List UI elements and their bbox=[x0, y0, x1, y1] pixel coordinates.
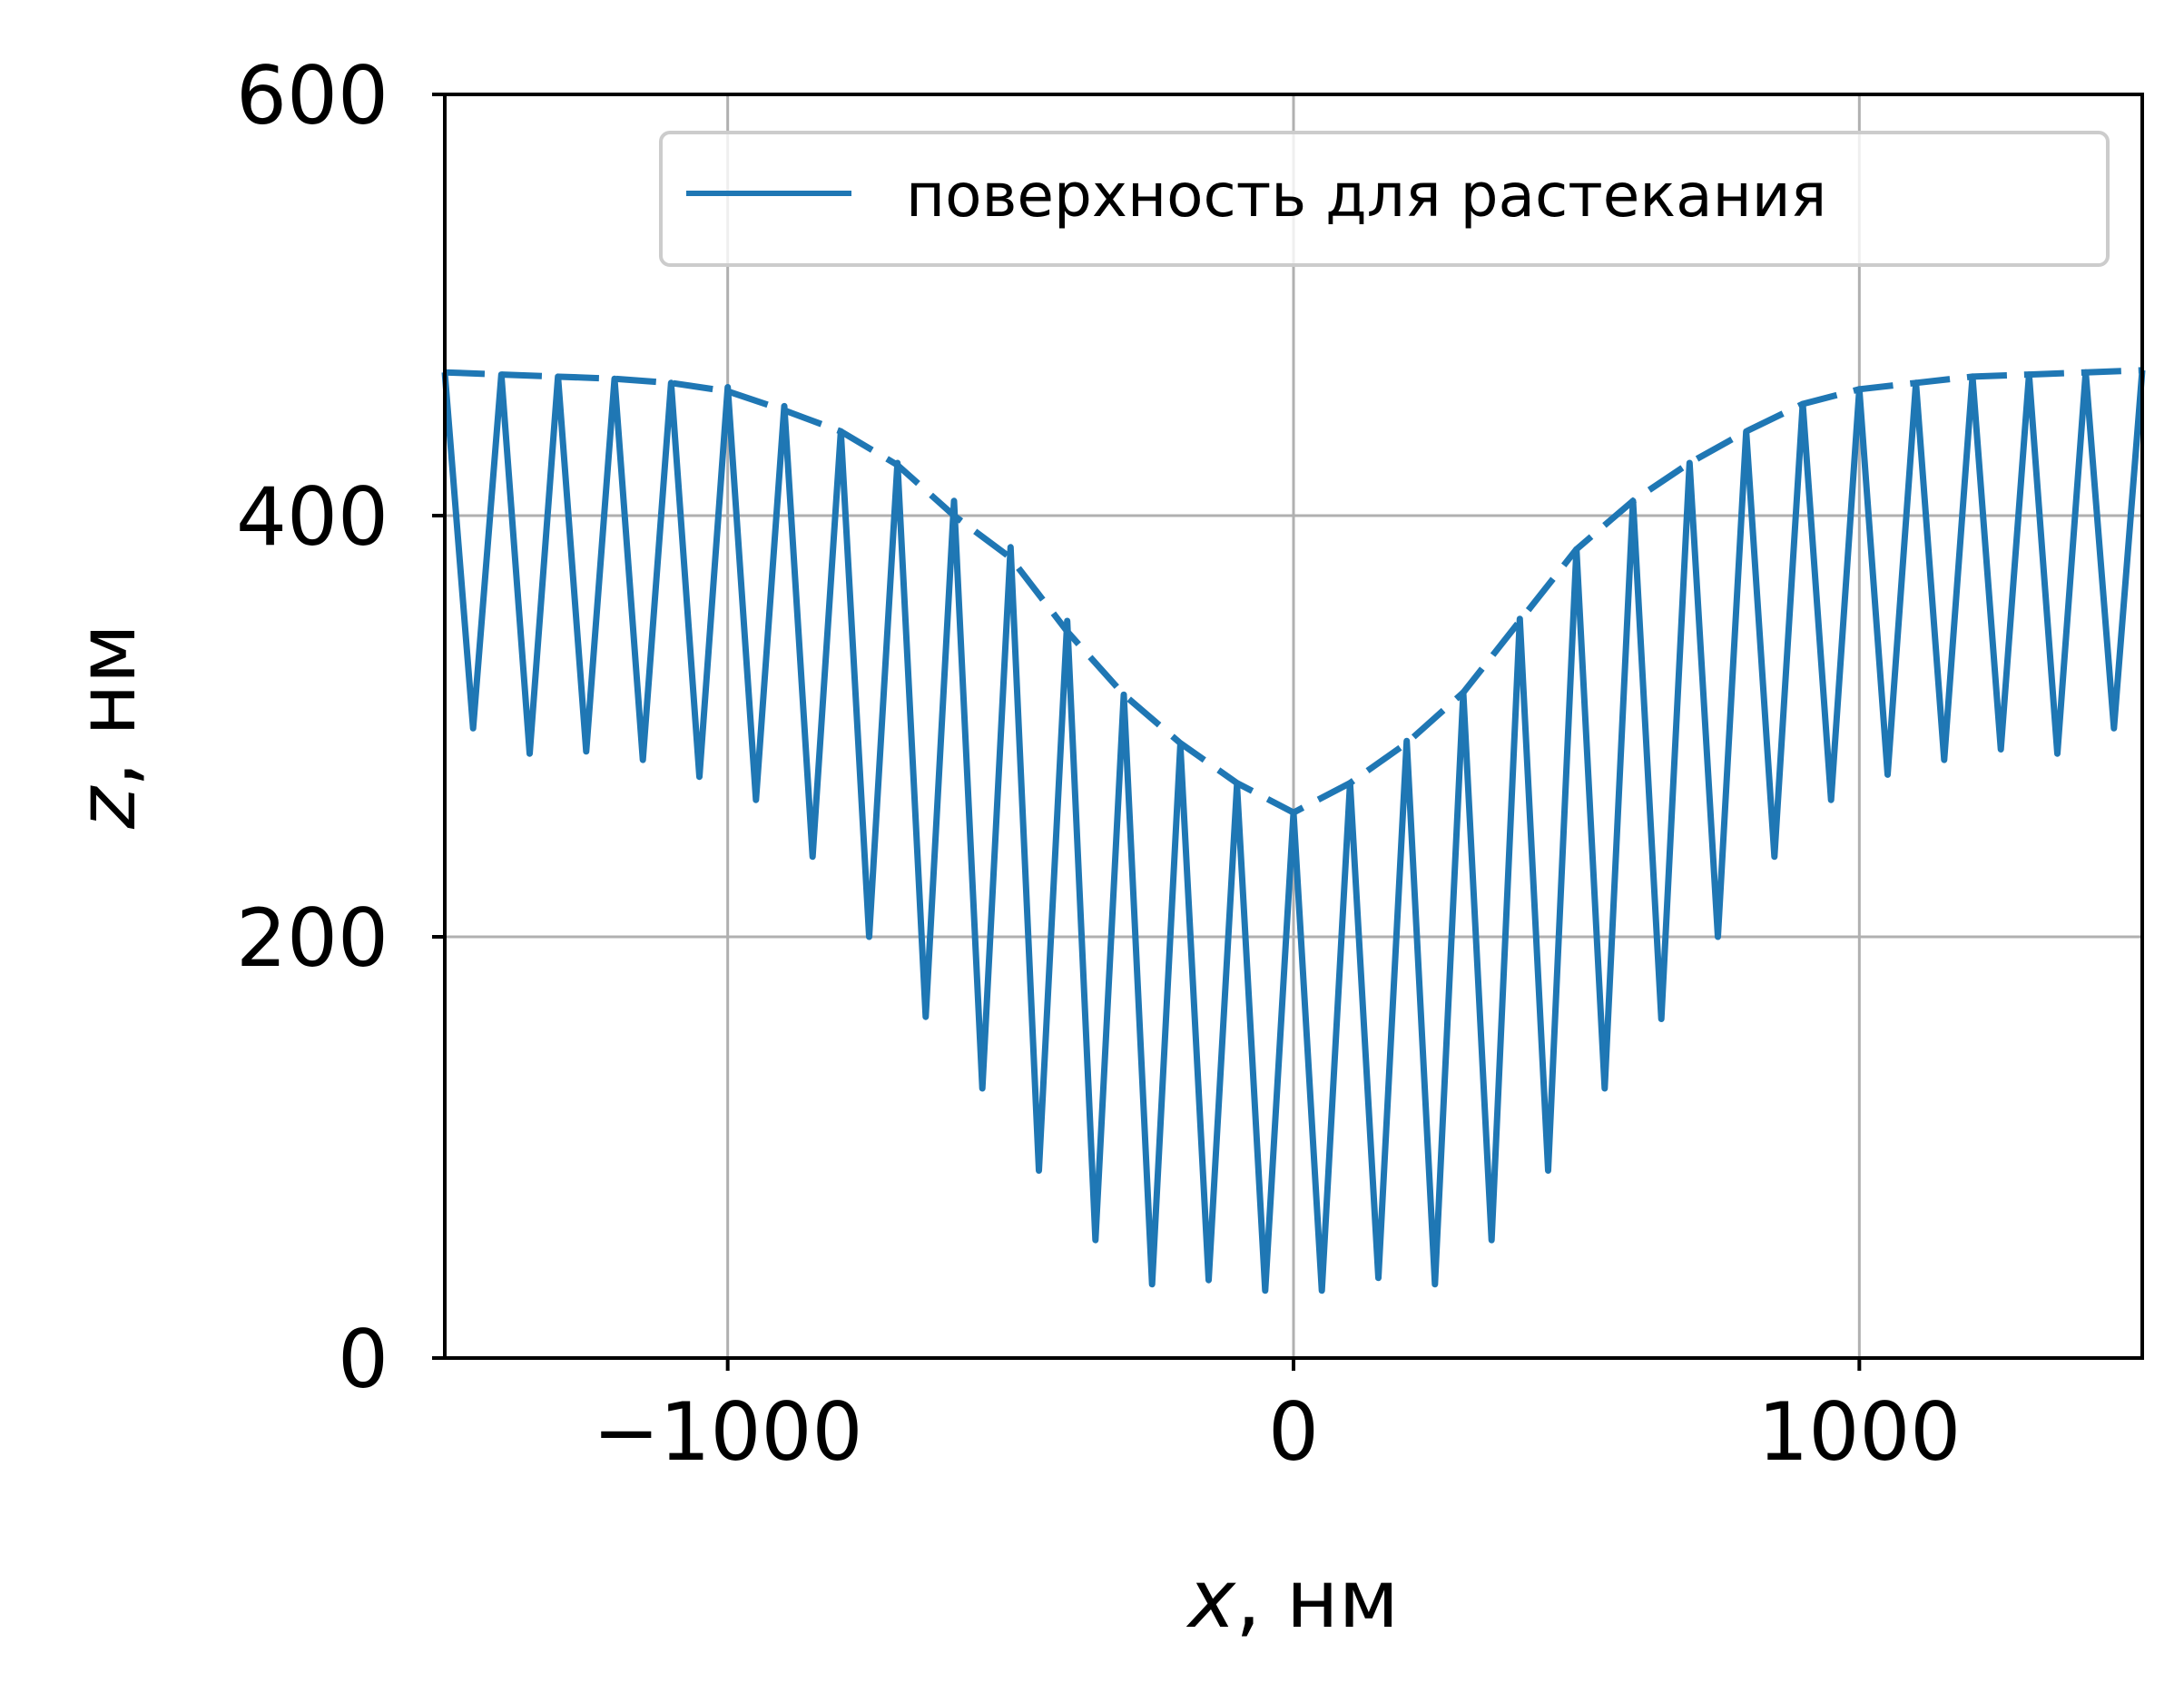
y-tick-label: 600 bbox=[236, 49, 389, 143]
y-axis-variable: z bbox=[60, 785, 153, 830]
envelope-dashed-line bbox=[444, 367, 2143, 816]
x-axis-label: x, нм bbox=[1185, 1552, 1399, 1646]
y-axis-unit: , нм bbox=[60, 624, 153, 787]
x-axis-unit: , нм bbox=[1235, 1552, 1399, 1646]
y-tick-label: 0 bbox=[338, 1313, 389, 1406]
x-tick-label: 0 bbox=[1268, 1385, 1319, 1479]
y-tick-label: 400 bbox=[236, 470, 389, 564]
legend-box bbox=[659, 131, 2110, 267]
y-tick-label: 200 bbox=[236, 891, 389, 985]
x-axis-variable: x bbox=[1185, 1552, 1236, 1646]
axis-ticks: −1000 0 1000 0 200 400 600 bbox=[236, 49, 1961, 1479]
legend: поверхность для растекания bbox=[659, 131, 2110, 267]
x-tick-label: 1000 bbox=[1757, 1385, 1961, 1479]
grid-lines bbox=[445, 93, 2142, 1360]
legend-entry-label: поверхность для растекания bbox=[906, 161, 1826, 231]
series-group bbox=[441, 367, 2146, 1294]
x-tick-label: −1000 bbox=[593, 1385, 863, 1479]
y-axis-label: z, нм bbox=[60, 624, 153, 830]
